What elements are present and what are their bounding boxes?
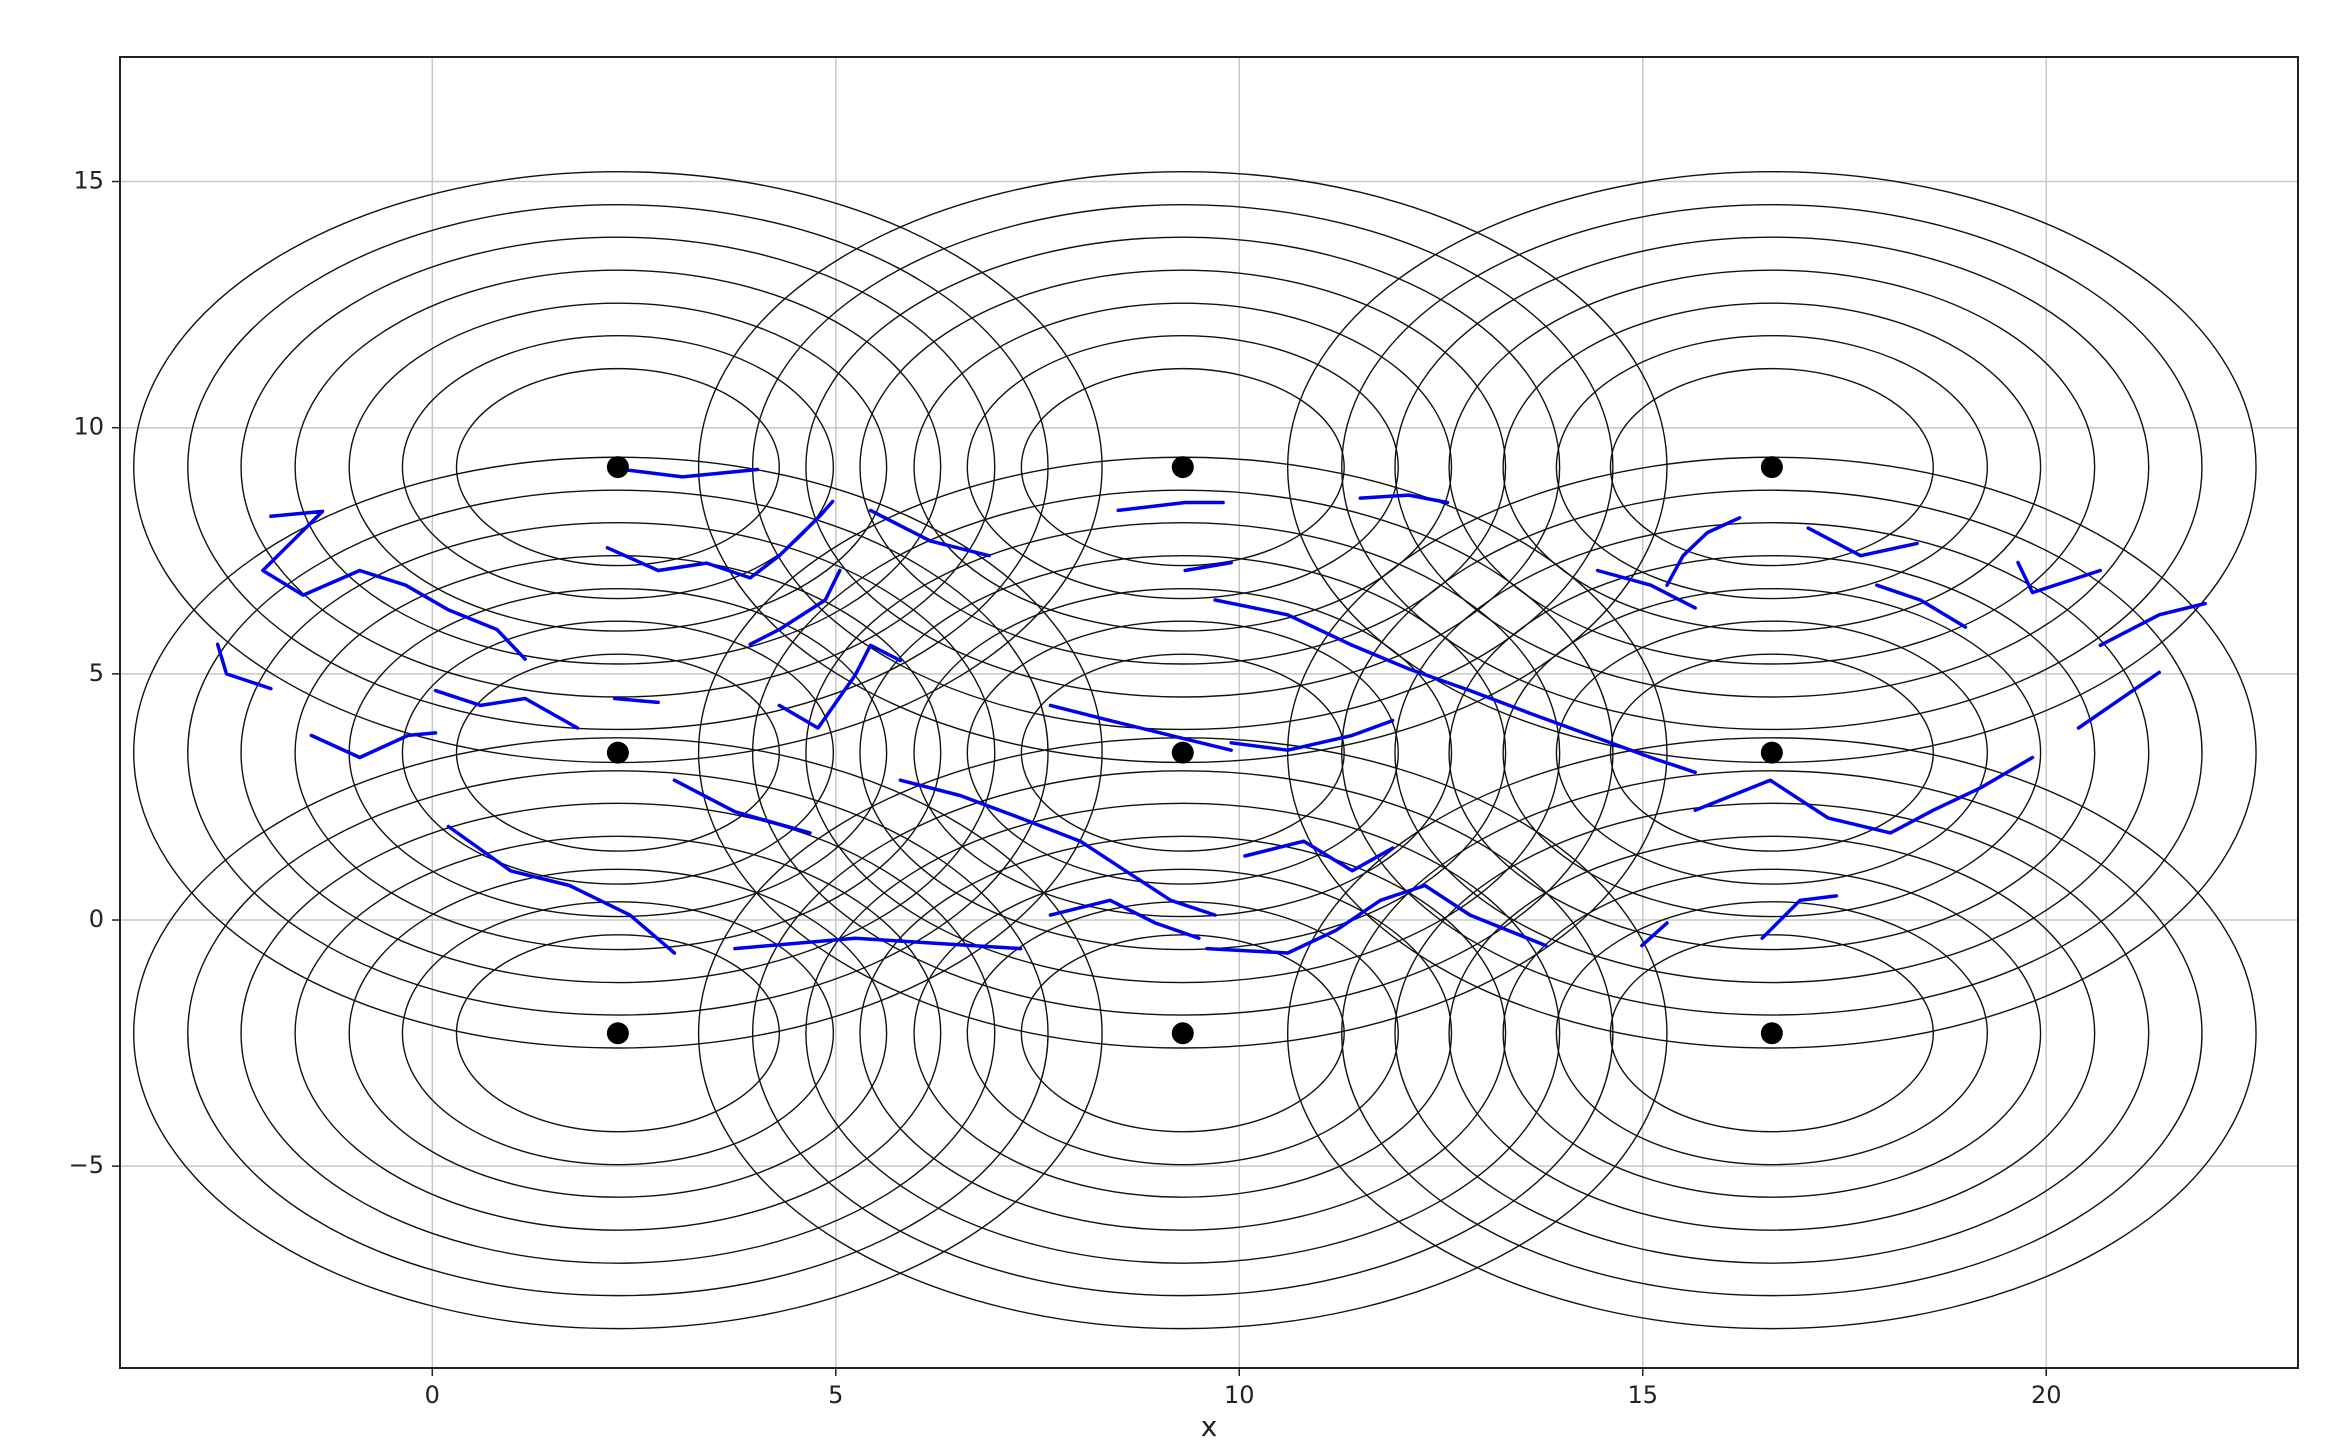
center-point [1171,456,1194,479]
x-tick-label: 0 [425,1381,440,1409]
ring [913,868,1453,1198]
ring [1341,770,2203,1297]
ring [1341,489,2203,1016]
ring [240,522,996,984]
center-point [606,456,629,479]
ring [751,489,1614,1016]
center-point [1760,1022,1783,1045]
ring [805,236,1561,698]
ring [805,522,1561,984]
ring [1502,302,2042,632]
ring [1502,868,2042,1198]
ring [1609,934,1934,1133]
ring [1341,203,2203,731]
y-tick-label: 15 [73,167,104,195]
ring [966,620,1399,885]
ring [859,555,1507,951]
ring [1394,802,2150,1264]
ring [751,770,1614,1297]
ring [859,269,1507,665]
ring [966,334,1399,600]
ring [1555,620,1989,885]
ring [240,802,996,1264]
ring [240,236,996,698]
center-point [606,741,629,764]
ring [1394,522,2150,984]
ring [401,620,835,885]
ring [1286,737,2257,1330]
y-tick-label: −5 [69,1151,104,1179]
ring [751,203,1614,731]
x-tick-label: 10 [1224,1381,1255,1409]
ring [401,334,835,600]
ring [1020,367,1345,567]
ring [401,901,835,1166]
x-tick-label: 20 [2031,1381,2062,1409]
ring [1555,334,1989,600]
ring [1555,901,1989,1166]
ring [1609,653,1934,852]
ring [348,302,888,632]
ring [1448,555,2096,951]
y-tick-label: 0 [89,905,104,933]
ring [133,737,1103,1330]
ring [294,555,942,951]
ring [1020,934,1345,1133]
ring [187,203,1049,731]
center-point [1171,741,1194,764]
ring [859,835,1507,1231]
ring [455,367,780,567]
ring [348,868,888,1198]
ring [1609,367,1934,567]
ring [966,901,1399,1166]
center-point [1760,456,1783,479]
plot-frame [119,56,2299,1369]
ring [805,802,1561,1264]
ring [1448,269,2096,665]
ring [455,653,780,852]
ring [455,934,780,1133]
ring [187,489,1049,1016]
x-tick-label: 15 [1627,1381,1658,1409]
center-point [1171,1022,1194,1045]
ring [1448,835,2096,1231]
ring [913,302,1453,632]
ring [294,835,942,1231]
ring [913,587,1453,918]
ring [294,269,942,665]
x-tick-label: 5 [828,1381,843,1409]
y-tick-label: 10 [73,413,104,441]
trajectory [215,466,2207,955]
center-point [606,1022,629,1045]
ring [1020,653,1345,852]
y-tick-label: 5 [89,659,104,687]
x-axis-label: x [1201,1410,1218,1443]
ring [187,770,1049,1297]
ring [1394,236,2150,698]
plot-area [133,171,2257,1330]
ring [1502,587,2042,918]
center-point [1760,741,1783,764]
